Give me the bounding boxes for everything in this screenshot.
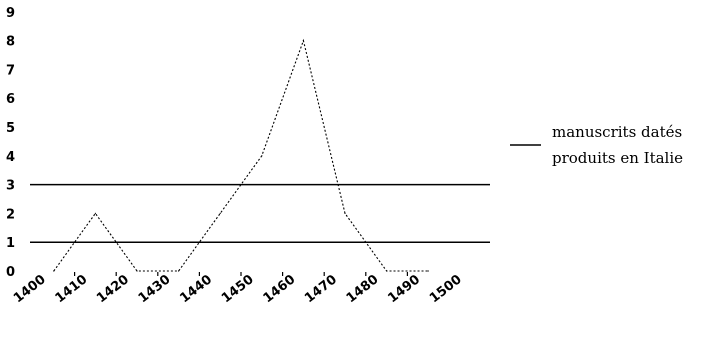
y-axis-ticks: 0 1 2 3 4 5 6 7 8 9 xyxy=(6,6,15,280)
data-point xyxy=(344,212,346,214)
x-tick-label: 1470 xyxy=(302,272,340,306)
x-tick-label: 1410 xyxy=(53,272,91,306)
x-tick-label: 1400 xyxy=(11,272,49,306)
data-point xyxy=(178,270,180,272)
y-tick-label: 2 xyxy=(6,207,15,222)
x-tick-label: 1450 xyxy=(219,272,257,306)
legend-label-line-1: manuscrits datés xyxy=(552,123,682,141)
x-tick-label: 1500 xyxy=(427,272,465,306)
data-point xyxy=(219,212,221,214)
y-tick-label: 3 xyxy=(6,179,15,194)
y-tick-label: 4 xyxy=(6,150,15,165)
x-tick-label: 1430 xyxy=(136,272,174,306)
x-tick-label: 1460 xyxy=(261,272,299,306)
y-tick-label: 5 xyxy=(6,121,15,136)
y-tick-label: 9 xyxy=(6,6,15,21)
legend: manuscrits datés produits en Italie xyxy=(510,123,683,167)
data-point xyxy=(53,270,55,272)
y-tick-label: 0 xyxy=(6,265,15,280)
y-tick-label: 8 xyxy=(6,35,15,50)
y-tick-label: 6 xyxy=(6,92,15,107)
data-point xyxy=(261,155,263,157)
data-point xyxy=(302,40,304,42)
data-point xyxy=(136,270,138,272)
series-group xyxy=(53,38,429,272)
legend-label-line-2: produits en Italie xyxy=(552,149,683,167)
y-tick-label: 7 xyxy=(6,63,15,78)
x-tick-label: 1440 xyxy=(177,272,215,306)
data-point xyxy=(94,212,96,214)
y-tick-label: 1 xyxy=(6,236,15,251)
x-tick-label: 1420 xyxy=(94,272,132,306)
reference-lines xyxy=(30,183,490,243)
series-line xyxy=(53,38,429,272)
x-axis-ticks: 1400 1410 1420 1430 1440 1450 1460 1470 1480 1490… xyxy=(11,272,465,306)
x-tick-label: 1480 xyxy=(344,272,382,306)
data-point xyxy=(386,270,388,272)
x-tick-label: 1490 xyxy=(385,272,423,306)
data-point xyxy=(427,270,429,272)
